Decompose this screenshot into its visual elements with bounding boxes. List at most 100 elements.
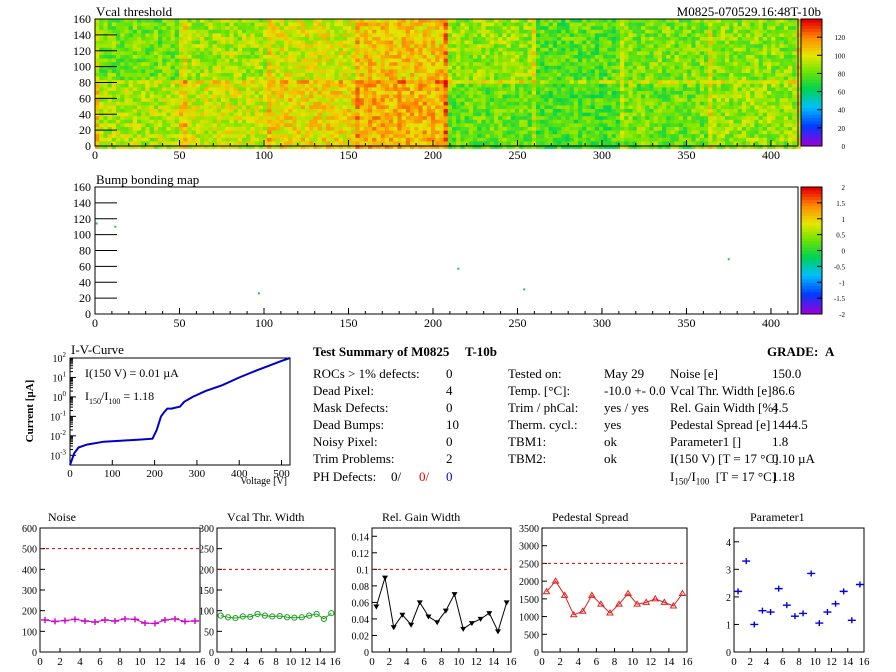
map-cell [422, 80, 428, 85]
map-cell [120, 87, 125, 92]
map-cell [485, 105, 491, 110]
map-cell [321, 26, 327, 31]
map-cell [204, 51, 209, 56]
map-cell [162, 123, 167, 128]
map-cell [401, 76, 407, 81]
map-cell [208, 83, 213, 88]
map-cell [662, 116, 667, 121]
map-cell [460, 19, 465, 23]
map-cell [380, 22, 386, 27]
map-cell [288, 130, 293, 135]
map-cell [195, 137, 201, 142]
map-cell [162, 145, 167, 149]
map-cell [494, 94, 499, 99]
map-cell [502, 134, 507, 139]
map-cell [565, 87, 570, 92]
map-cell [351, 19, 356, 23]
map-cell [498, 55, 503, 59]
map-cell [523, 58, 528, 63]
map-cell [242, 130, 247, 135]
map-cell [515, 87, 520, 92]
map-cell [95, 141, 100, 146]
map-cell [611, 26, 617, 31]
map-cell [237, 29, 243, 34]
map-cell [166, 123, 171, 128]
map-cell [103, 65, 108, 70]
map-cell [342, 37, 348, 41]
map-cell [103, 87, 108, 92]
map-cell [615, 101, 621, 106]
map-cell [120, 65, 125, 70]
map-cell [321, 80, 327, 85]
map-cell [489, 69, 495, 74]
map-cell [569, 19, 575, 23]
map-cell [586, 145, 591, 149]
map-cell [305, 127, 310, 131]
map-cell [594, 94, 600, 99]
map-cell [338, 130, 344, 135]
map-cell [145, 101, 150, 106]
map-cell [120, 83, 125, 88]
map-cell [464, 62, 470, 67]
map-cell [221, 55, 226, 59]
map-cell [414, 40, 419, 45]
map-cell [300, 33, 306, 38]
map-cell [611, 112, 617, 117]
map-cell [351, 76, 356, 81]
map-cell [271, 73, 276, 77]
map-cell [170, 116, 176, 121]
map-cell [170, 141, 176, 146]
map-cell [275, 44, 281, 49]
map-cell [363, 119, 369, 124]
map-cell [523, 87, 528, 92]
map-cell [590, 73, 596, 77]
map-cell [347, 73, 352, 77]
map-cell [674, 73, 680, 77]
map-cell [368, 94, 373, 99]
map-cell [158, 105, 163, 110]
map-cell [380, 87, 386, 92]
map-cell [254, 109, 260, 113]
map-cell [485, 37, 491, 41]
map-cell [452, 134, 457, 139]
map-cell [632, 109, 638, 113]
map-cell [296, 26, 302, 31]
map-cell [645, 51, 650, 56]
map-cell [120, 33, 125, 38]
map-cell [200, 19, 205, 23]
map-cell [107, 47, 113, 52]
map-cell [603, 83, 608, 88]
map-cell [439, 22, 444, 27]
map-cell [334, 119, 339, 124]
map-cell [515, 127, 520, 131]
map-cell [204, 62, 209, 67]
map-cell [498, 47, 503, 52]
map-cell [578, 98, 583, 103]
map-cell [288, 76, 293, 81]
map-cell [158, 19, 163, 23]
map-cell [662, 119, 667, 124]
map-cell [599, 94, 604, 99]
map-cell [435, 112, 440, 117]
map-cell [481, 26, 486, 31]
map-cell [347, 62, 352, 67]
map-cell [519, 47, 524, 52]
map-cell [284, 105, 289, 110]
map-cell [666, 69, 671, 74]
map-cell [200, 22, 205, 27]
map-cell [187, 112, 192, 117]
map-cell [603, 69, 608, 74]
map-cell [162, 69, 167, 74]
map-cell [195, 73, 201, 77]
map-cell [279, 40, 285, 45]
map-cell [342, 26, 348, 31]
map-cell [326, 62, 331, 67]
map-cell [275, 65, 281, 70]
map-cell [624, 112, 629, 117]
map-cell [208, 47, 213, 52]
map-cell [132, 40, 138, 45]
map-cell [309, 58, 314, 63]
map-cell [368, 127, 373, 131]
map-cell [250, 40, 255, 45]
map-cell [166, 80, 171, 85]
